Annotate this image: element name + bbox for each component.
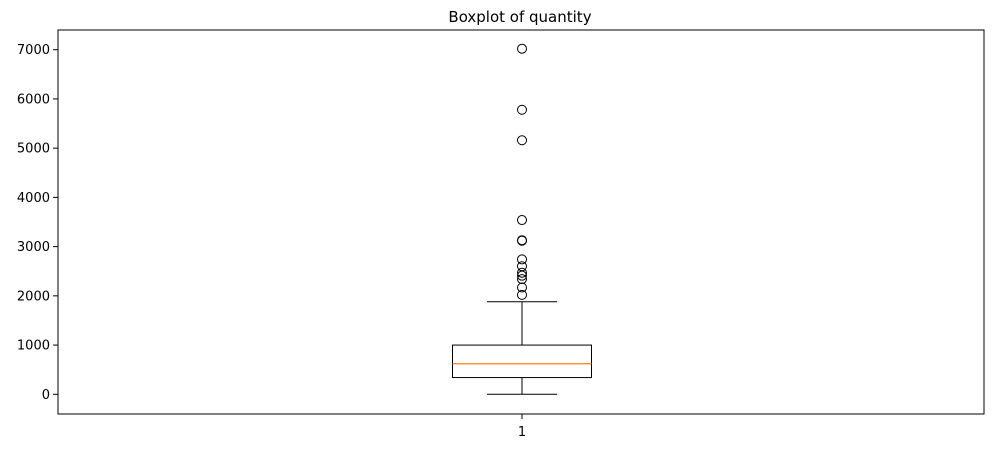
x-tick-label: 1 <box>518 425 526 440</box>
y-tick-label: 0 <box>42 388 50 403</box>
outlier-point <box>517 43 527 54</box>
plot-area-frame <box>57 29 985 415</box>
outlier-point <box>517 261 527 272</box>
outlier-point <box>517 235 527 246</box>
outlier-points <box>517 43 527 300</box>
outlier-point <box>517 267 527 278</box>
y-tick-label: 5000 <box>17 142 50 157</box>
y-tick-label: 1000 <box>17 339 50 354</box>
y-tick-label: 4000 <box>17 191 50 206</box>
outlier-point <box>517 215 527 226</box>
y-tick-label: 3000 <box>17 240 50 255</box>
outlier-point <box>517 254 527 265</box>
y-tick-label: 7000 <box>17 43 50 58</box>
chart-title: Boxplot of quantity <box>448 8 591 26</box>
outlier-point <box>517 104 527 115</box>
box-series <box>452 301 592 395</box>
x-axis: 1 <box>518 414 526 440</box>
outlier-point <box>517 135 527 146</box>
outlier-point <box>517 282 527 293</box>
outlier-point <box>517 289 527 300</box>
y-tick-label: 2000 <box>17 289 50 304</box>
y-tick-label: 6000 <box>17 92 50 107</box>
y-axis: 0 1000 2000 3000 4000 5000 6000 7000 <box>17 43 58 403</box>
outlier-point <box>517 274 527 285</box>
iqr-box <box>452 344 592 379</box>
